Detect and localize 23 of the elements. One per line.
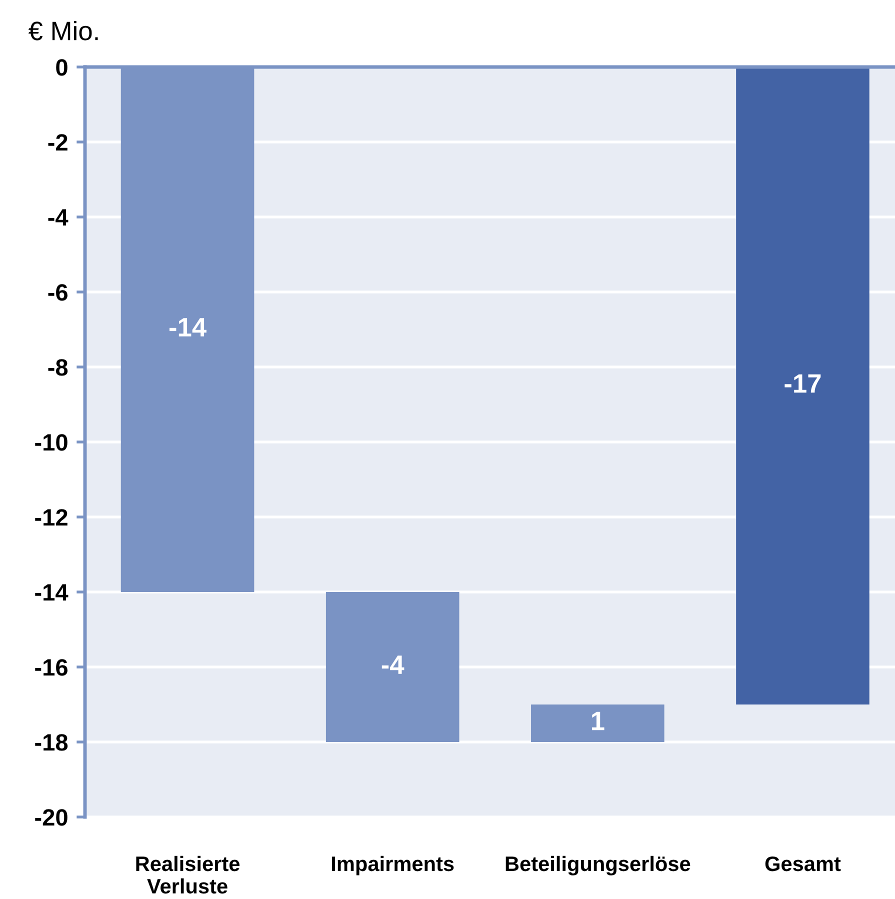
y-tick-label: 0 <box>56 59 68 76</box>
x-tick-label: Gesamt <box>765 856 841 872</box>
y-tick-label: -2 <box>48 134 68 151</box>
data-label: -4 <box>382 656 404 674</box>
data-label: 1 <box>592 712 604 730</box>
y-tick-label: -12 <box>35 509 68 526</box>
x-tick-label: Impairments <box>332 856 454 876</box>
bar <box>531 704 664 742</box>
x-tick-label: Beteiligungserlöse <box>506 856 690 876</box>
y-tick-label: -8 <box>48 359 68 376</box>
y-tick-label: -20 <box>35 809 68 826</box>
bar <box>736 67 870 704</box>
y-tick-label: -6 <box>48 284 68 301</box>
y-tick-label: -16 <box>35 659 68 676</box>
y-axis-title: € Mio. <box>28 20 98 40</box>
y-tick-label: -18 <box>35 734 68 751</box>
y-tick-label: -4 <box>48 209 68 226</box>
bar <box>326 592 460 742</box>
y-tick-label: -10 <box>35 434 68 451</box>
data-label: -17 <box>784 374 821 393</box>
x-tick-label: Realisierte Verluste <box>136 856 240 894</box>
y-tick-label: -14 <box>35 584 68 601</box>
data-label: -14 <box>169 318 206 336</box>
